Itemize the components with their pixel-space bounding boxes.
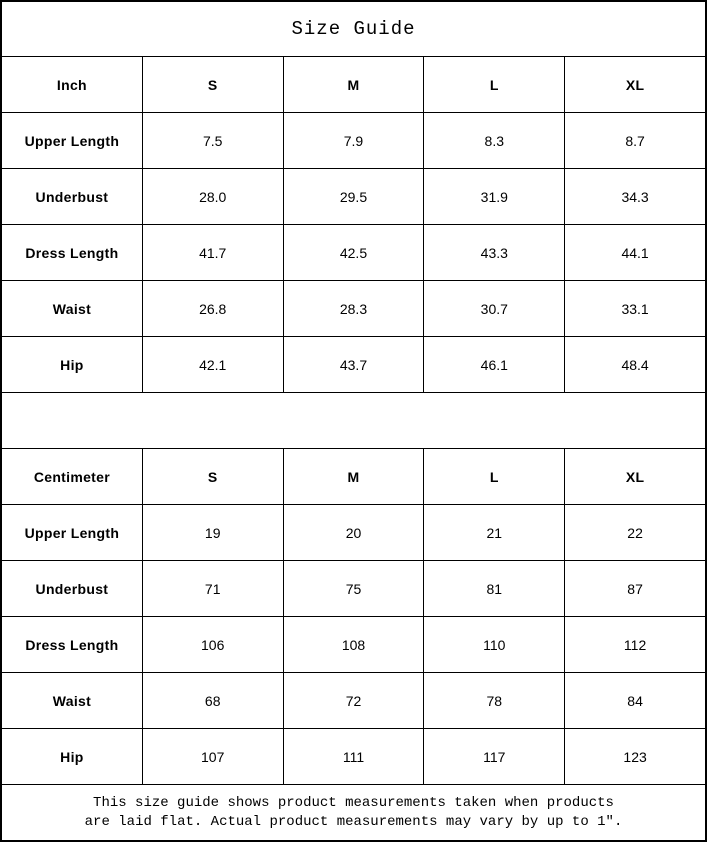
measurement-value: 7.9 [282,113,424,168]
measurement-value: 71 [141,561,283,616]
measurement-value: 8.7 [564,113,705,168]
measurement-value: 68 [141,673,283,728]
cm-row-waist: Waist 68 72 78 84 [2,673,705,729]
cm-row-hip: Hip 107 111 117 123 [2,729,705,785]
measurement-value: 87 [564,561,705,616]
table-gap-row [2,393,705,449]
measurement-value: 84 [564,673,705,728]
measurement-value: 29.5 [282,169,424,224]
measurement-value: 26.8 [141,281,283,336]
inch-row-hip: Hip 42.1 43.7 46.1 48.4 [2,337,705,393]
measurement-label: Hip [60,748,84,765]
cm-header-row: Centimeter S M L XL [2,449,705,505]
measurement-label: Upper Length [24,132,120,149]
measurement-value: 33.1 [564,281,705,336]
inch-size-header-m: M [282,57,424,112]
measurement-value: 7.5 [141,113,283,168]
measurement-value: 81 [423,561,564,616]
measurement-value: 112 [564,617,705,672]
measurement-label: Hip [60,356,84,373]
measurement-value: 42.5 [282,225,424,280]
cm-size-header-s: S [141,449,283,504]
page-title-text: Size Guide [291,18,416,40]
inch-row-underbust: Underbust 28.0 29.5 31.9 34.3 [2,169,705,225]
measurement-value: 34.3 [564,169,705,224]
measurement-value: 19 [141,505,283,560]
measurement-value: 110 [423,617,564,672]
inch-size-header-s: S [141,57,283,112]
measurement-value: 22 [564,505,705,560]
measurement-value: 30.7 [423,281,564,336]
measurement-value: 43.7 [282,337,424,392]
measurement-value: 28.3 [282,281,424,336]
inch-row-dress-length: Dress Length 41.7 42.5 43.3 44.1 [2,225,705,281]
inch-size-header-xl: XL [564,57,705,112]
measurement-label: Dress Length [25,244,119,261]
measurement-value: 106 [141,617,283,672]
measurement-value: 108 [282,617,424,672]
measurement-value: 21 [423,505,564,560]
measurement-value: 72 [282,673,424,728]
measurement-value: 123 [564,729,705,784]
inch-unit-header: Inch [56,76,87,93]
inch-row-upper-length: Upper Length 7.5 7.9 8.3 8.7 [2,113,705,169]
cm-size-header-xl: XL [564,449,705,504]
measurement-value: 41.7 [141,225,283,280]
footer-note-line1: This size guide shows product measuremen… [93,794,614,811]
inch-header-row: Inch S M L XL [2,57,705,113]
cm-size-header-l: L [423,449,564,504]
measurement-value: 117 [423,729,564,784]
inch-row-waist: Waist 26.8 28.3 30.7 33.1 [2,281,705,337]
measurement-value: 75 [282,561,424,616]
measurement-value: 31.9 [423,169,564,224]
page-title: Size Guide [2,2,705,57]
measurement-value: 28.0 [141,169,283,224]
measurement-value: 48.4 [564,337,705,392]
footer-note: This size guide shows product measuremen… [2,785,705,840]
measurement-value: 43.3 [423,225,564,280]
measurement-value: 78 [423,673,564,728]
measurement-value: 46.1 [423,337,564,392]
inch-size-header-l: L [423,57,564,112]
measurement-label: Waist [52,300,92,317]
cm-row-upper-length: Upper Length 19 20 21 22 [2,505,705,561]
measurement-label: Upper Length [24,524,120,541]
measurement-value: 20 [282,505,424,560]
cm-size-header-m: M [282,449,424,504]
cm-row-underbust: Underbust 71 75 81 87 [2,561,705,617]
measurement-value: 42.1 [141,337,283,392]
measurement-value: 107 [141,729,283,784]
measurement-label: Underbust [35,580,109,597]
measurement-label: Underbust [35,188,109,205]
cm-unit-header: Centimeter [33,468,110,485]
footer-note-line2: are laid flat. Actual product measuremen… [84,813,623,830]
measurement-value: 8.3 [423,113,564,168]
measurement-value: 44.1 [564,225,705,280]
cm-row-dress-length: Dress Length 106 108 110 112 [2,617,705,673]
measurement-label: Dress Length [25,636,119,653]
measurement-value: 111 [282,729,424,784]
measurement-label: Waist [52,692,92,709]
